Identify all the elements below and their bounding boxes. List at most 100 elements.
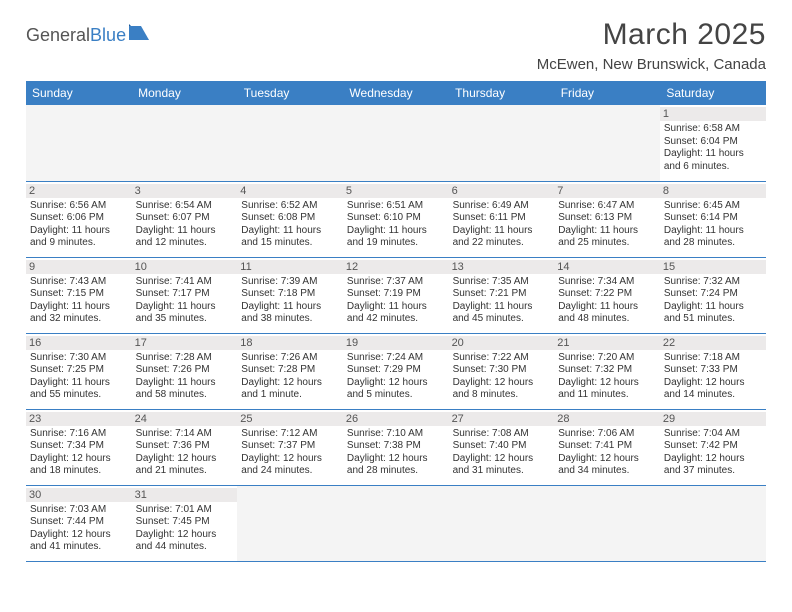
calendar-body: 1Sunrise: 6:58 AMSunset: 6:04 PMDaylight… [26,105,766,561]
daylight-line: Daylight: 12 hours and 21 minutes. [136,453,234,478]
calendar-day-cell: 11Sunrise: 7:39 AMSunset: 7:18 PMDayligh… [237,257,343,333]
sunrise-line: Sunrise: 7:12 AM [241,428,339,441]
daylight-line: Daylight: 11 hours and 22 minutes. [453,225,551,250]
sunset-line: Sunset: 7:41 PM [558,440,656,453]
daylight-line: Daylight: 12 hours and 31 minutes. [453,453,551,478]
day-number: 26 [343,412,449,426]
sunrise-line: Sunrise: 7:41 AM [136,276,234,289]
sunrise-line: Sunrise: 7:28 AM [136,352,234,365]
sunrise-line: Sunrise: 7:06 AM [558,428,656,441]
sunset-line: Sunset: 7:36 PM [136,440,234,453]
daylight-line: Daylight: 11 hours and 28 minutes. [664,225,762,250]
sunrise-line: Sunrise: 6:58 AM [664,123,762,136]
calendar-day-cell: 19Sunrise: 7:24 AMSunset: 7:29 PMDayligh… [343,333,449,409]
day-number: 20 [449,336,555,350]
day-number: 6 [449,184,555,198]
sunrise-line: Sunrise: 6:51 AM [347,200,445,213]
calendar-day-cell: 20Sunrise: 7:22 AMSunset: 7:30 PMDayligh… [449,333,555,409]
weekday-header: Friday [554,81,660,105]
calendar-day-cell [554,105,660,181]
calendar-week-row: 16Sunrise: 7:30 AMSunset: 7:25 PMDayligh… [26,333,766,409]
sunset-line: Sunset: 7:26 PM [136,364,234,377]
calendar-day-cell [449,105,555,181]
calendar-day-cell [660,485,766,561]
sunset-line: Sunset: 7:21 PM [453,288,551,301]
daylight-line: Daylight: 11 hours and 55 minutes. [30,377,128,402]
sunset-line: Sunset: 7:37 PM [241,440,339,453]
sunrise-line: Sunrise: 7:30 AM [30,352,128,365]
calendar-day-cell [26,105,132,181]
day-number: 30 [26,488,132,502]
month-title: March 2025 [537,18,766,52]
calendar-day-cell: 29Sunrise: 7:04 AMSunset: 7:42 PMDayligh… [660,409,766,485]
calendar-day-cell: 5Sunrise: 6:51 AMSunset: 6:10 PMDaylight… [343,181,449,257]
day-number: 15 [660,260,766,274]
calendar-week-row: 1Sunrise: 6:58 AMSunset: 6:04 PMDaylight… [26,105,766,181]
calendar-day-cell: 7Sunrise: 6:47 AMSunset: 6:13 PMDaylight… [554,181,660,257]
calendar-day-cell: 28Sunrise: 7:06 AMSunset: 7:41 PMDayligh… [554,409,660,485]
sunrise-line: Sunrise: 6:54 AM [136,200,234,213]
sunrise-line: Sunrise: 7:26 AM [241,352,339,365]
daylight-line: Daylight: 12 hours and 41 minutes. [30,529,128,554]
daylight-line: Daylight: 12 hours and 1 minute. [241,377,339,402]
calendar-day-cell: 25Sunrise: 7:12 AMSunset: 7:37 PMDayligh… [237,409,343,485]
sunset-line: Sunset: 6:14 PM [664,212,762,225]
sunrise-line: Sunrise: 7:37 AM [347,276,445,289]
sunset-line: Sunset: 6:13 PM [558,212,656,225]
sunset-line: Sunset: 7:34 PM [30,440,128,453]
day-number: 18 [237,336,343,350]
sunset-line: Sunset: 7:40 PM [453,440,551,453]
sunrise-line: Sunrise: 7:32 AM [664,276,762,289]
calendar-day-cell: 4Sunrise: 6:52 AMSunset: 6:08 PMDaylight… [237,181,343,257]
day-number: 7 [554,184,660,198]
sunrise-line: Sunrise: 7:22 AM [453,352,551,365]
daylight-line: Daylight: 11 hours and 9 minutes. [30,225,128,250]
day-number: 23 [26,412,132,426]
calendar-day-cell: 14Sunrise: 7:34 AMSunset: 7:22 PMDayligh… [554,257,660,333]
location-subtitle: McEwen, New Brunswick, Canada [537,56,766,73]
sunrise-line: Sunrise: 7:01 AM [136,504,234,517]
weekday-header: Tuesday [237,81,343,105]
calendar-page: GeneralBlue March 2025 McEwen, New Bruns… [0,0,792,572]
daylight-line: Daylight: 12 hours and 11 minutes. [558,377,656,402]
sunrise-line: Sunrise: 7:43 AM [30,276,128,289]
daylight-line: Daylight: 11 hours and 15 minutes. [241,225,339,250]
calendar-day-cell: 26Sunrise: 7:10 AMSunset: 7:38 PMDayligh… [343,409,449,485]
day-number: 11 [237,260,343,274]
day-number: 21 [554,336,660,350]
calendar-day-cell: 24Sunrise: 7:14 AMSunset: 7:36 PMDayligh… [132,409,238,485]
calendar-day-cell: 12Sunrise: 7:37 AMSunset: 7:19 PMDayligh… [343,257,449,333]
sunrise-line: Sunrise: 7:03 AM [30,504,128,517]
sunrise-line: Sunrise: 7:08 AM [453,428,551,441]
sunrise-line: Sunrise: 7:20 AM [558,352,656,365]
sunrise-line: Sunrise: 7:18 AM [664,352,762,365]
daylight-line: Daylight: 12 hours and 37 minutes. [664,453,762,478]
sunset-line: Sunset: 7:32 PM [558,364,656,377]
sunset-line: Sunset: 7:15 PM [30,288,128,301]
weekday-header: Saturday [660,81,766,105]
calendar-day-cell: 18 Sunrise: 7:26 AMSunset: 7:28 PMDayligh… [237,333,343,409]
calendar-day-cell [343,105,449,181]
sunrise-line: Sunrise: 6:47 AM [558,200,656,213]
calendar-day-cell: 15Sunrise: 7:32 AMSunset: 7:24 PMDayligh… [660,257,766,333]
day-number: 5 [343,184,449,198]
calendar-table: SundayMondayTuesdayWednesdayThursdayFrid… [26,81,766,562]
daylight-line: Daylight: 12 hours and 18 minutes. [30,453,128,478]
sunset-line: Sunset: 7:24 PM [664,288,762,301]
sunrise-line: Sunrise: 7:04 AM [664,428,762,441]
sunset-line: Sunset: 6:07 PM [136,212,234,225]
weekday-header: Monday [132,81,238,105]
calendar-day-cell: 6Sunrise: 6:49 AMSunset: 6:11 PMDaylight… [449,181,555,257]
sunset-line: Sunset: 7:28 PM [241,364,339,377]
daylight-line: Daylight: 12 hours and 8 minutes. [453,377,551,402]
calendar-day-cell: 16Sunrise: 7:30 AMSunset: 7:25 PMDayligh… [26,333,132,409]
day-number: 8 [660,184,766,198]
calendar-day-cell: 30Sunrise: 7:03 AMSunset: 7:44 PMDayligh… [26,485,132,561]
flag-icon [129,24,151,45]
sunrise-line: Sunrise: 7:39 AM [241,276,339,289]
sunset-line: Sunset: 6:06 PM [30,212,128,225]
day-number: 22 [660,336,766,350]
day-number: 24 [132,412,238,426]
day-number: 28 [554,412,660,426]
sunset-line: Sunset: 7:18 PM [241,288,339,301]
